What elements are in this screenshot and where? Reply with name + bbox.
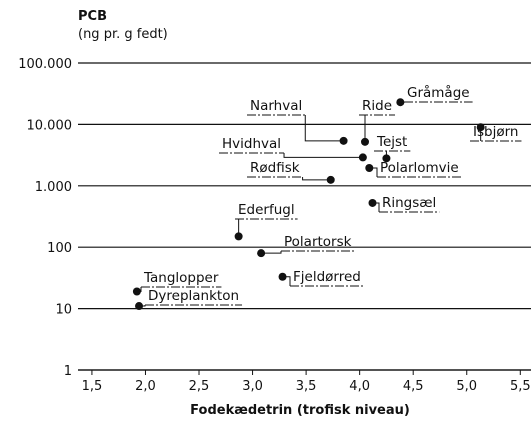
point-label: Narhval	[250, 98, 302, 114]
leader-line	[304, 115, 344, 142]
leader-line	[283, 153, 363, 158]
point	[326, 175, 335, 184]
leader-line	[261, 251, 282, 254]
point-label: Polarlomvie	[380, 160, 459, 176]
x-tick-label: 4,0	[349, 379, 370, 394]
chart-title: PCB	[78, 9, 107, 24]
point-label: Ringsæl	[382, 195, 436, 211]
point-label: Dyreplankton	[148, 288, 239, 304]
point-label: Rødfisk	[250, 160, 300, 176]
y-tick-label: 1.000	[35, 180, 72, 195]
point	[339, 136, 348, 145]
point	[382, 154, 391, 163]
point	[396, 98, 405, 107]
x-tick-label: 4,5	[403, 379, 424, 394]
point	[361, 137, 370, 146]
point	[257, 249, 266, 258]
leader-line	[302, 177, 331, 181]
x-tick-label: 2,0	[135, 379, 156, 394]
point-label: Tanglopper	[143, 270, 219, 286]
x-tick-label: 1,5	[82, 379, 103, 394]
chart-subtitle: (ng pr. g fedt)	[78, 27, 168, 42]
point	[278, 272, 287, 281]
y-tick-label: 10.000	[27, 118, 73, 133]
point-label: Ederfugl	[238, 202, 295, 218]
point-label: Polartorsk	[284, 234, 352, 250]
y-tick-label: 100.000	[18, 57, 72, 72]
point	[234, 232, 243, 241]
point	[135, 302, 144, 311]
x-tick-label: 3,0	[242, 379, 263, 394]
x-tick-label: 5,0	[456, 379, 477, 394]
point-label: Hvidhval	[222, 136, 281, 152]
point	[476, 123, 485, 132]
point-label: Tejst	[376, 134, 407, 150]
x-axis-label: Fodekædetrin (trofisk niveau)	[190, 403, 410, 418]
point-label: Fjeldørred	[293, 269, 361, 285]
y-tick-label: 10	[55, 303, 72, 318]
point-label: Ride	[362, 98, 392, 114]
x-tick-label: 2,5	[189, 379, 210, 394]
y-tick-label: 1	[64, 364, 72, 379]
point	[368, 198, 377, 207]
point	[132, 287, 141, 296]
y-tick-label: 100	[47, 241, 72, 256]
point	[365, 163, 374, 172]
x-tick-label: 5,5	[510, 379, 531, 394]
point	[358, 153, 367, 162]
x-tick-label: 3,5	[296, 379, 317, 394]
point-label: Gråmåge	[407, 84, 470, 101]
